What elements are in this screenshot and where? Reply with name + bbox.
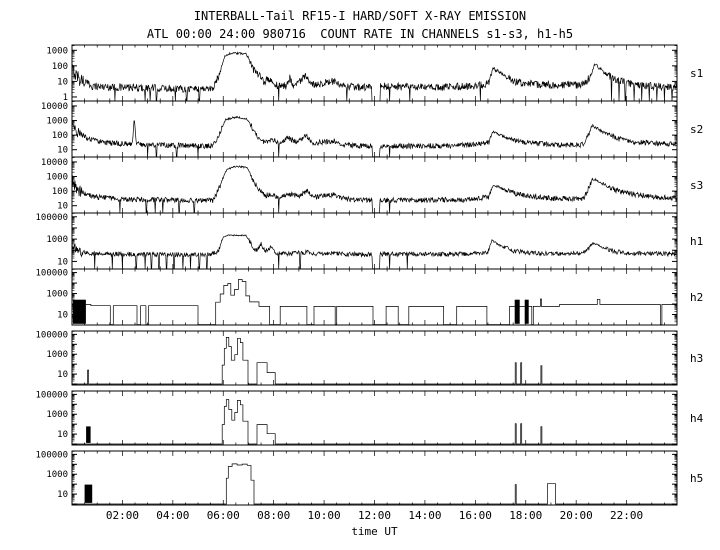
svg-text:100: 100 (52, 131, 68, 141)
svg-text:10: 10 (57, 77, 68, 87)
svg-text:h3: h3 (690, 352, 703, 365)
svg-text:10000: 10000 (41, 102, 68, 112)
svg-text:10: 10 (57, 370, 68, 380)
svg-text:10: 10 (57, 257, 68, 267)
svg-text:1000: 1000 (46, 470, 68, 480)
svg-text:100000: 100000 (35, 213, 68, 223)
svg-text:10000: 10000 (41, 158, 68, 168)
svg-text:100000: 100000 (35, 390, 68, 400)
svg-text:10: 10 (57, 202, 68, 212)
svg-text:1: 1 (63, 93, 68, 103)
chart-subtitle: ATL 00:00 24:00 980716 COUNT RATE IN CHA… (146, 27, 574, 41)
svg-text:1000: 1000 (46, 46, 68, 56)
svg-text:100: 100 (52, 62, 68, 72)
svg-text:18:00: 18:00 (509, 509, 542, 522)
svg-text:100: 100 (52, 187, 68, 197)
svg-text:1000: 1000 (46, 290, 68, 300)
svg-text:s1: s1 (690, 67, 703, 80)
svg-text:100000: 100000 (35, 450, 68, 460)
svg-text:h4: h4 (690, 412, 704, 425)
svg-text:22:00: 22:00 (610, 509, 643, 522)
svg-text:04:00: 04:00 (156, 509, 189, 522)
svg-text:12:00: 12:00 (358, 509, 391, 522)
svg-text:16:00: 16:00 (459, 509, 492, 522)
svg-text:1000: 1000 (46, 117, 68, 127)
svg-text:100000: 100000 (35, 330, 68, 340)
svg-text:10: 10 (57, 311, 68, 321)
chart-title: INTERBALL-Tail RF15-I HARD/SOFT X-RAY EM… (193, 9, 527, 23)
svg-text:s3: s3 (690, 179, 703, 192)
svg-text:1000: 1000 (46, 173, 68, 183)
svg-text:10:00: 10:00 (308, 509, 341, 522)
svg-text:s2: s2 (690, 123, 703, 136)
svg-text:10: 10 (57, 430, 68, 440)
svg-text:08:00: 08:00 (257, 509, 290, 522)
svg-text:time UT: time UT (351, 525, 398, 538)
svg-text:02:00: 02:00 (106, 509, 139, 522)
svg-text:1000: 1000 (46, 350, 68, 360)
svg-text:14:00: 14:00 (408, 509, 441, 522)
svg-text:h5: h5 (690, 472, 703, 485)
svg-text:h2: h2 (690, 291, 703, 304)
svg-text:1000: 1000 (46, 410, 68, 420)
svg-text:1000: 1000 (46, 235, 68, 245)
svg-text:10: 10 (57, 490, 68, 500)
svg-text:06:00: 06:00 (207, 509, 240, 522)
svg-text:20:00: 20:00 (560, 509, 593, 522)
svg-text:100000: 100000 (35, 269, 68, 279)
svg-text:10: 10 (57, 146, 68, 156)
svg-text:h1: h1 (690, 235, 703, 248)
